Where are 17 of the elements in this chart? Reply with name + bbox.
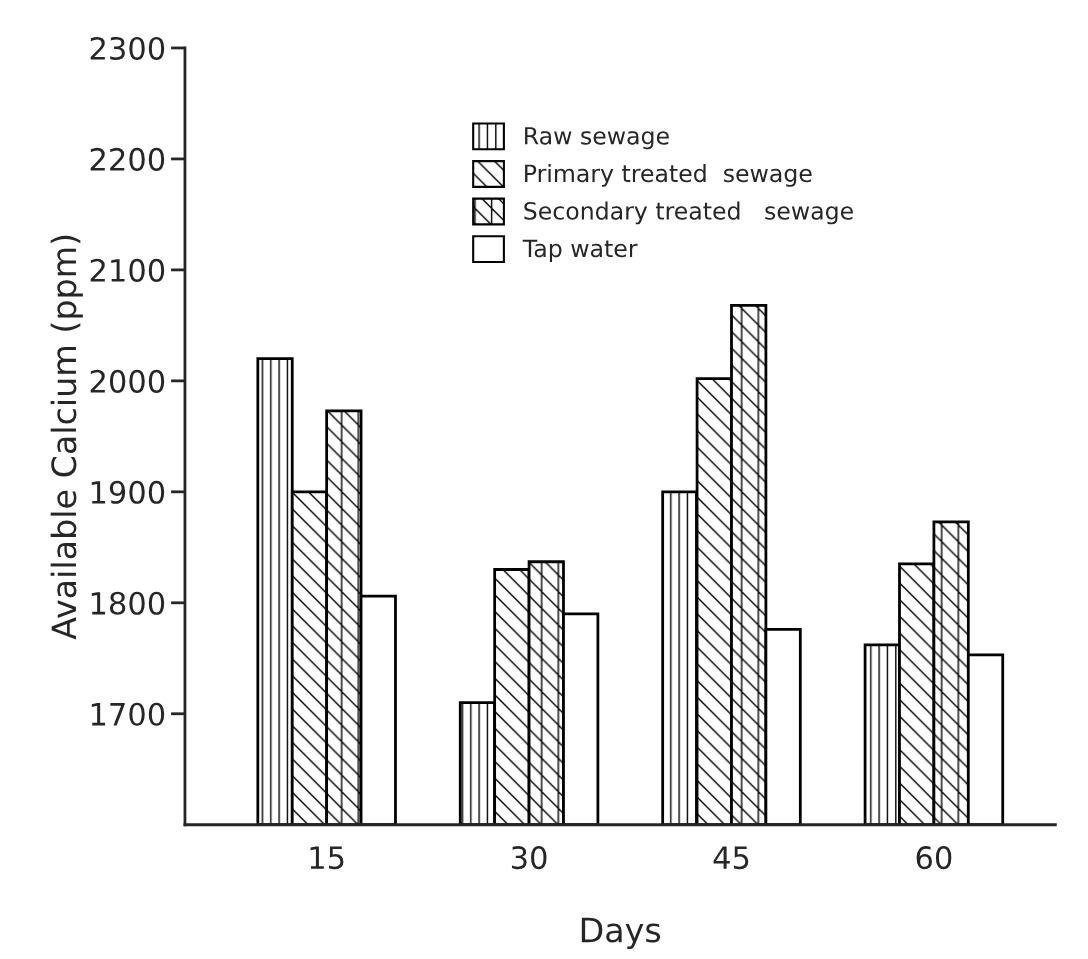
legend-label: Primary treated sewage bbox=[525, 163, 812, 187]
legend-label: Secondary treated sewage bbox=[524, 201, 853, 225]
y-tick-label: 2200 bbox=[90, 147, 165, 171]
y-tick-label: 2100 bbox=[90, 258, 165, 282]
y-tick-label: 2300 bbox=[90, 36, 165, 60]
x-tick-label: 45 bbox=[713, 846, 749, 870]
y-tick-label: 2000 bbox=[90, 369, 165, 393]
legend-label: Raw sewage bbox=[525, 127, 669, 150]
y-tick-label: 1900 bbox=[91, 480, 165, 504]
x-tick-label: 60 bbox=[916, 846, 952, 870]
x-tick-label: 30 bbox=[511, 846, 547, 870]
y-axis-title: Available Calcium (ppm) bbox=[50, 235, 83, 640]
legend-label: Tap water bbox=[522, 239, 638, 262]
y-tick-label: 1800 bbox=[91, 591, 165, 615]
x-tick-label: 15 bbox=[310, 846, 344, 870]
x-axis-title: Days bbox=[581, 917, 661, 950]
y-tick-label: 1700 bbox=[91, 702, 165, 726]
